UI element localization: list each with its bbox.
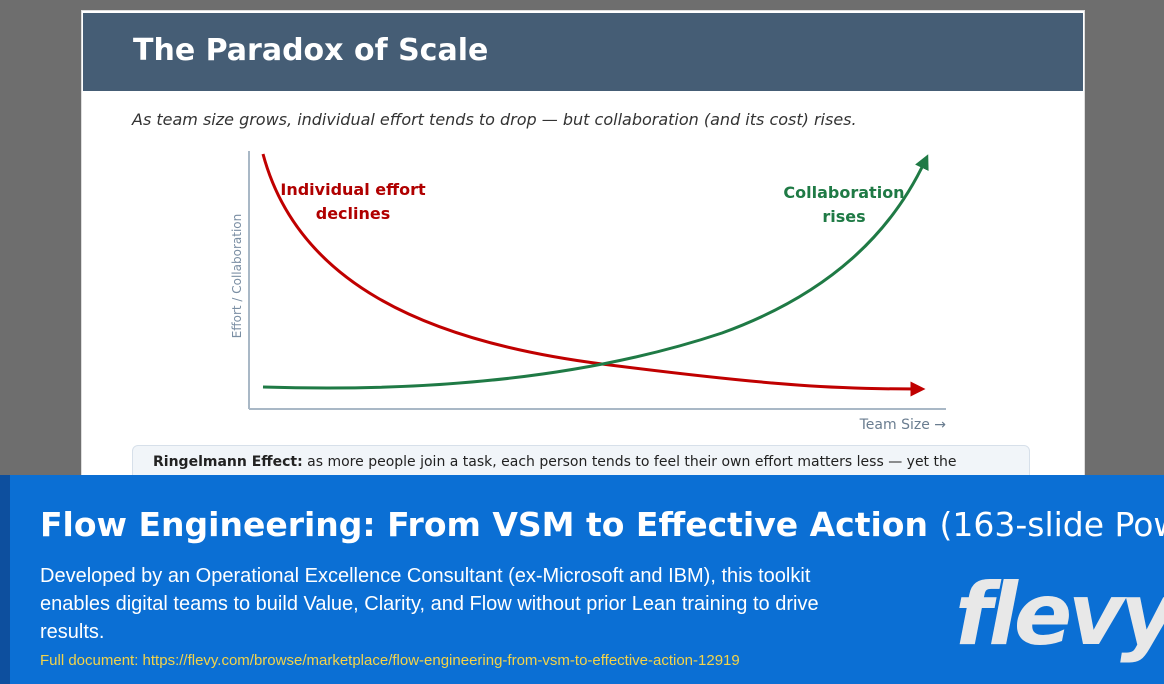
slide-header: The Paradox of Scale xyxy=(83,13,1083,91)
effort-label: Individual effort xyxy=(280,180,426,199)
effort-label: declines xyxy=(316,204,391,223)
banner-link[interactable]: Full document: https://flevy.com/browse/… xyxy=(40,652,740,669)
y-axis-label: Effort / Collaboration xyxy=(230,214,244,338)
callout-text: as more people join a task, each person … xyxy=(307,454,957,470)
banner: Flow Engineering: From VSM to Effective … xyxy=(0,475,1164,684)
banner-description: Developed by an Operational Excellence C… xyxy=(40,565,819,643)
slide: The Paradox of Scale As team size grows,… xyxy=(81,10,1085,492)
slide-subtitle: As team size grows, individual effort te… xyxy=(132,110,857,129)
banner-title-suffix: (163-slide PowerPoi xyxy=(939,505,1164,544)
collaboration-curve xyxy=(262,154,929,390)
banner-title-main: Flow Engineering: From VSM to Effective … xyxy=(40,505,928,544)
collaboration-label: Collaboration xyxy=(783,183,904,202)
banner-title: Flow Engineering: From VSM to Effective … xyxy=(40,505,1164,544)
effort-curve xyxy=(261,153,926,397)
slide-title: The Paradox of Scale xyxy=(133,33,489,68)
collaboration-label: rises xyxy=(822,207,865,226)
logo: flevy xyxy=(955,565,1164,665)
callout-term: Ringelmann Effect: xyxy=(153,454,303,470)
x-axis-label: Team Size → xyxy=(859,417,947,433)
concept-chart: Effort / Collaboration Team Size → Indiv… xyxy=(230,151,947,433)
